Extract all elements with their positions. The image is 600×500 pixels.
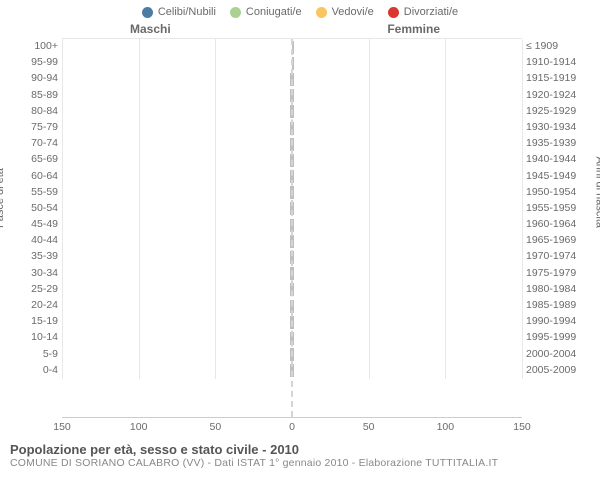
birth-tick: 1940-1944: [526, 151, 584, 167]
birth-tick: 1950-1954: [526, 184, 584, 200]
age-tick: 35-39: [16, 248, 58, 264]
age-tick: 10-14: [16, 329, 58, 345]
age-tick: 70-74: [16, 135, 58, 151]
legend-item: Vedovi/e: [316, 6, 374, 18]
x-tick: 100: [130, 421, 148, 433]
age-tick: 85-89: [16, 87, 58, 103]
x-axis: 150100500 50100150: [62, 419, 522, 435]
age-tick: 55-59: [16, 184, 58, 200]
chart-title: Popolazione per età, sesso e stato civil…: [10, 442, 590, 457]
age-tick: 90-94: [16, 70, 58, 86]
age-tick: 75-79: [16, 119, 58, 135]
age-tick: 5-9: [16, 346, 58, 362]
age-tick: 25-29: [16, 281, 58, 297]
age-axis: 100+95-9990-9485-8980-8475-7970-7465-696…: [4, 38, 62, 418]
chart-area: Fasce di età Anni di nascita 100+95-9990…: [0, 38, 600, 418]
x-tick: 150: [53, 421, 71, 433]
legend-label: Celibi/Nubili: [158, 6, 216, 18]
birth-tick: 2005-2009: [526, 362, 584, 378]
age-tick: 40-44: [16, 232, 58, 248]
birth-tick: 1965-1969: [526, 232, 584, 248]
female-half: [292, 39, 522, 379]
birth-tick: 1955-1959: [526, 200, 584, 216]
legend-dot-icon: [316, 7, 327, 18]
x-tick: 150: [513, 421, 531, 433]
legend-dot-icon: [388, 7, 399, 18]
legend-dot-icon: [142, 7, 153, 18]
age-tick: 65-69: [16, 151, 58, 167]
male-half: [62, 39, 292, 379]
yaxis-right-label: Anni di nascita: [594, 156, 600, 228]
legend-label: Coniugati/e: [246, 6, 302, 18]
age-tick: 45-49: [16, 216, 58, 232]
legend-label: Vedovi/e: [332, 6, 374, 18]
age-tick: 100+: [16, 38, 58, 54]
birth-tick: 1935-1939: [526, 135, 584, 151]
label-females: Femmine: [387, 22, 440, 36]
age-tick: 30-34: [16, 265, 58, 281]
plot-area: 150100500 50100150: [62, 38, 522, 418]
age-tick: 15-19: [16, 313, 58, 329]
birth-axis: ≤ 19091910-19141915-19191920-19241925-19…: [522, 38, 596, 418]
center-axis-line: [291, 39, 293, 417]
age-tick: 20-24: [16, 297, 58, 313]
age-tick: 60-64: [16, 168, 58, 184]
legend-item: Divorziati/e: [388, 6, 458, 18]
birth-tick: 1930-1934: [526, 119, 584, 135]
chart-subtitle: COMUNE DI SORIANO CALABRO (VV) - Dati IS…: [10, 457, 590, 469]
birth-tick: 2000-2004: [526, 346, 584, 362]
x-tick: 50: [209, 421, 221, 433]
legend: Celibi/Nubili Coniugati/e Vedovi/e Divorzia…: [0, 0, 600, 20]
birth-tick: 1960-1964: [526, 216, 584, 232]
age-tick: 0-4: [16, 362, 58, 378]
yaxis-left-label: Fasce di età: [0, 168, 6, 228]
legend-item: Celibi/Nubili: [142, 6, 216, 18]
birth-tick: 1970-1974: [526, 248, 584, 264]
x-tick: 50: [363, 421, 375, 433]
birth-tick: 1910-1914: [526, 54, 584, 70]
age-tick: 95-99: [16, 54, 58, 70]
age-tick: 80-84: [16, 103, 58, 119]
legend-item: Coniugati/e: [230, 6, 302, 18]
age-tick: 50-54: [16, 200, 58, 216]
birth-tick: 1995-1999: [526, 329, 584, 345]
birth-tick: 1990-1994: [526, 313, 584, 329]
birth-tick: 1920-1924: [526, 87, 584, 103]
birth-tick: 1975-1979: [526, 265, 584, 281]
legend-dot-icon: [230, 7, 241, 18]
birth-tick: 1915-1919: [526, 70, 584, 86]
birth-tick: 1985-1989: [526, 297, 584, 313]
x-tick: 100: [437, 421, 455, 433]
birth-tick: 1945-1949: [526, 168, 584, 184]
birth-tick: 1925-1929: [526, 103, 584, 119]
birth-tick: ≤ 1909: [526, 38, 584, 54]
legend-label: Divorziati/e: [404, 6, 458, 18]
gender-labels: Maschi Femmine: [0, 20, 600, 38]
birth-tick: 1980-1984: [526, 281, 584, 297]
label-males: Maschi: [130, 22, 171, 36]
